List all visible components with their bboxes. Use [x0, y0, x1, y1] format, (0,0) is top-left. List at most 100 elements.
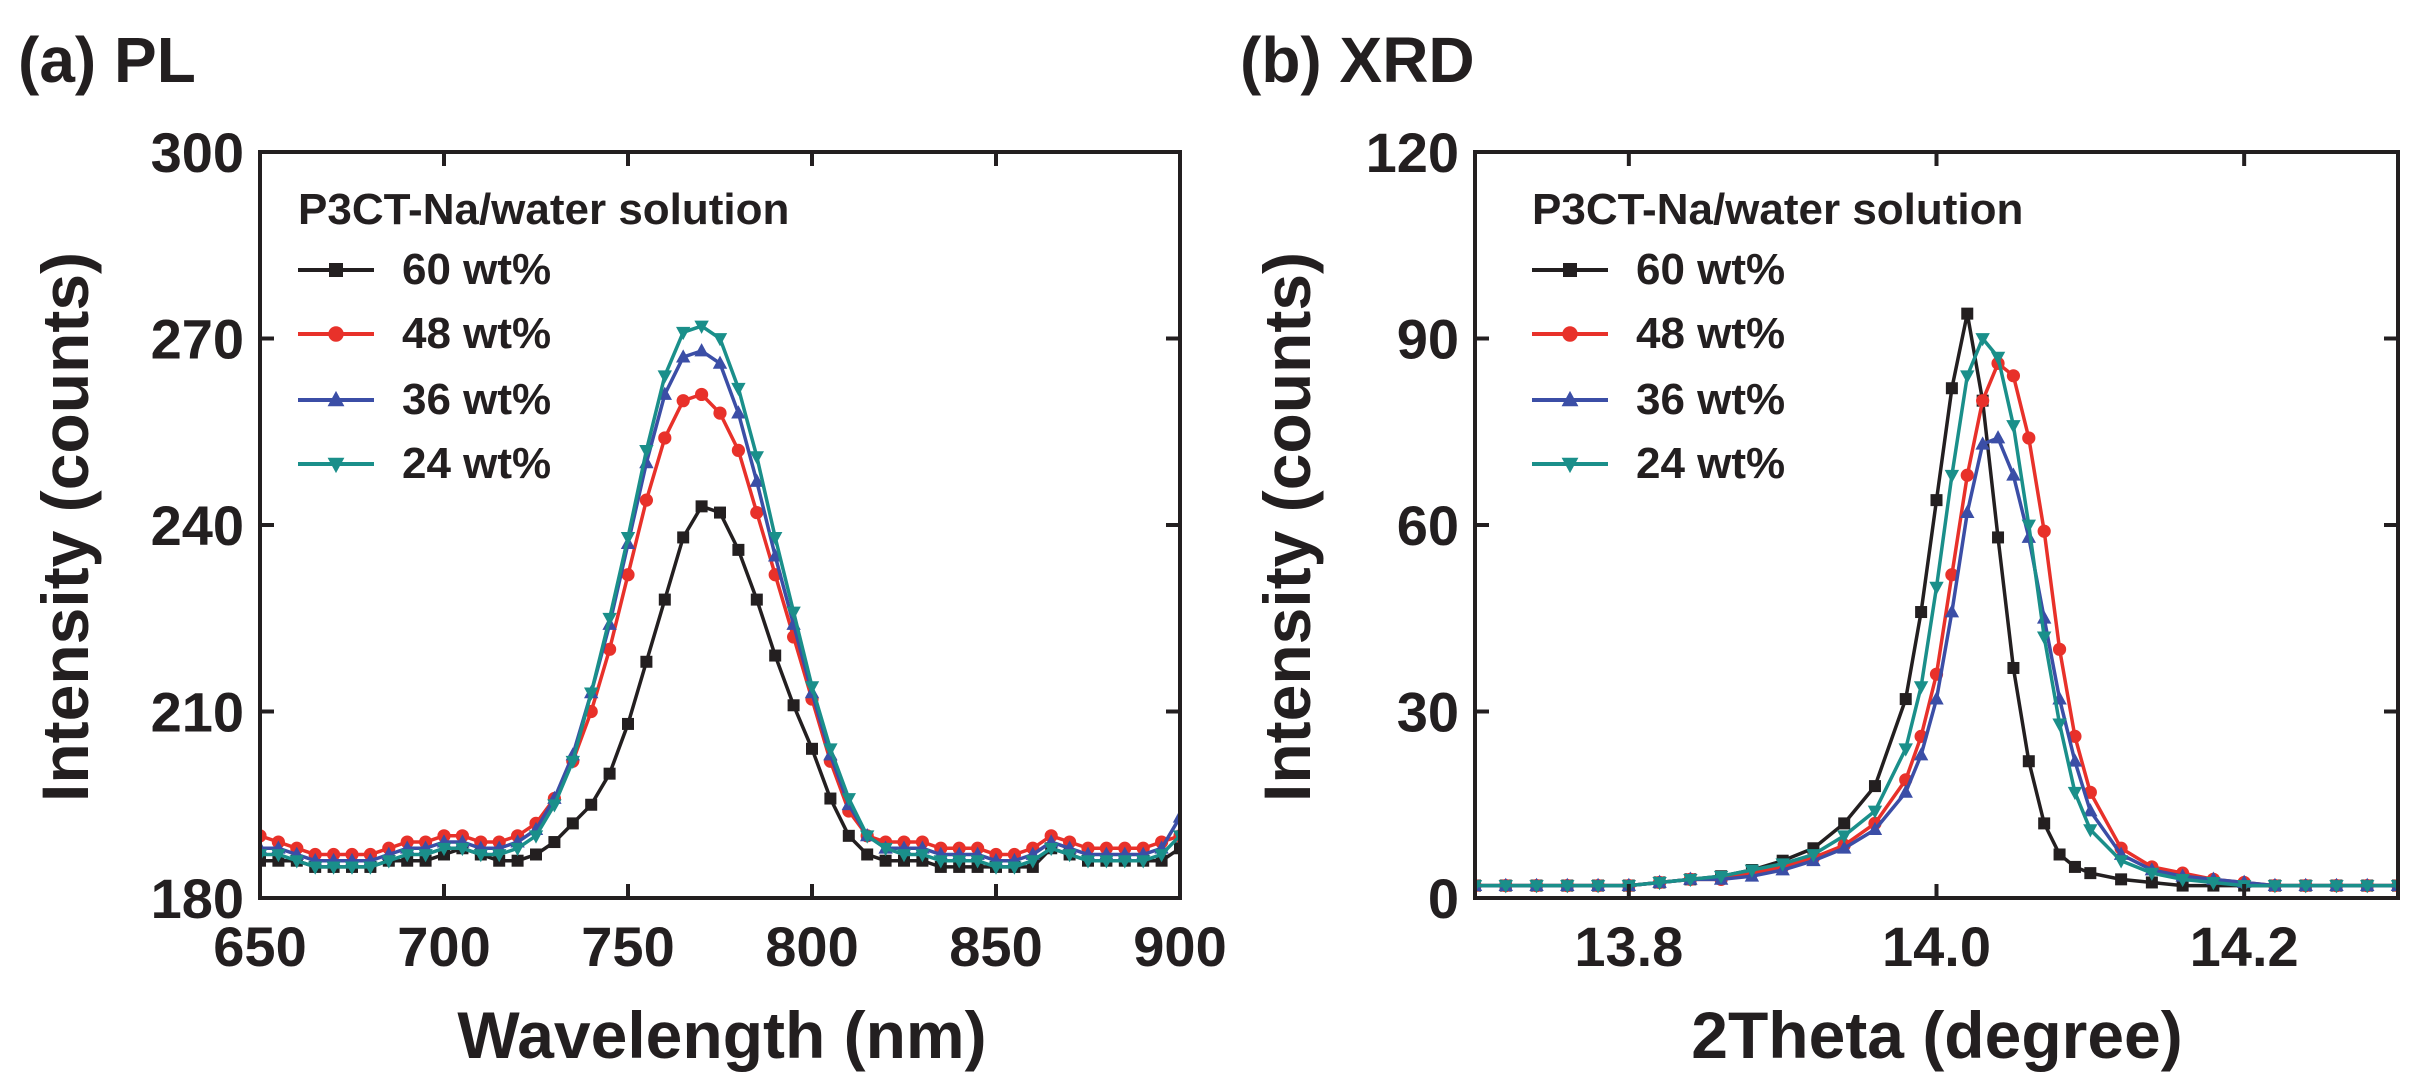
pl-data-point: [731, 443, 746, 457]
xrd-legend-marker: [1562, 326, 1578, 342]
xrd-data-point: [1992, 531, 2005, 544]
xrd-series-1: [1475, 307, 2398, 892]
pl-series-4: [260, 320, 1180, 875]
xrd-data-point: [1961, 307, 1974, 320]
pl-data-point: [622, 717, 634, 730]
xrd-data-point: [1744, 864, 1760, 878]
xrd-legend-marker: [1561, 390, 1579, 407]
pl-data-point: [511, 854, 524, 867]
pl-legend: P3CT-Na/water solution 60 wt% 48 wt% 36 wt…: [298, 185, 789, 488]
xrd-legend-label: 48 wt%: [1636, 309, 1785, 358]
pl-x-axis-title: Wavelength (nm): [457, 998, 986, 1072]
pl-legend-item: 24 wt%: [298, 439, 551, 488]
pl-data-point: [658, 593, 671, 606]
xrd-data-point: [2144, 867, 2160, 881]
pl-data-point: [786, 606, 801, 620]
xrd-data-point: [1867, 805, 1883, 819]
pl-legend-marker: [327, 390, 345, 407]
xrd-data-point: [1913, 681, 1929, 695]
pl-data-point: [584, 687, 599, 701]
pl-data-point: [841, 793, 856, 807]
pl-data-point: [381, 855, 396, 869]
pl-y-axis-title: Intensity (counts): [28, 252, 102, 802]
pl-data-point: [1154, 849, 1169, 863]
xrd-data-point: [2021, 519, 2036, 533]
xrd-series-line: [1475, 313, 2398, 888]
xrd-data-point: [1898, 743, 1913, 757]
pl-data-point: [915, 849, 930, 863]
xrd-legend-marker: [1563, 263, 1577, 277]
pl-data-point: [436, 842, 452, 857]
pl-data-point: [657, 370, 672, 384]
pl-data-point: [603, 642, 617, 656]
pl-series-3: [260, 343, 1180, 867]
xrd-data-point: [2115, 873, 2128, 886]
pl-data-point: [860, 830, 875, 844]
xrd-panel: (b) XRD 13.8 14.0 14.2 0 30 60 90 120 2Theta (d…: [1240, 24, 2400, 1072]
pl-data-point: [1174, 842, 1180, 855]
pl-data-point: [585, 798, 598, 811]
xrd-plot-area: [1473, 150, 2400, 900]
pl-data-point: [842, 829, 855, 842]
pl-data-point: [750, 505, 764, 520]
xrd-panel-label: (b) XRD: [1240, 24, 1475, 96]
xrd-data-point: [2006, 467, 2021, 481]
pl-data-point: [1062, 849, 1077, 863]
xrd-y-tick-label: 0: [1428, 867, 1459, 930]
pl-series-line: [260, 392, 1180, 857]
xrd-data-point: [1976, 394, 1990, 408]
pl-legend-item: 48 wt%: [298, 309, 551, 358]
pl-data-point: [804, 681, 820, 695]
xrd-data-point: [1960, 370, 1975, 384]
pl-plot-area: [258, 150, 1182, 900]
xrd-y-tick-label: 60: [1397, 494, 1459, 557]
pl-data-point: [1025, 855, 1040, 869]
pl-data-point: [308, 861, 323, 875]
xrd-x-tick-label: 14.2: [2190, 915, 2299, 978]
xrd-data-point: [2006, 369, 2021, 383]
xrd-data-point: [1837, 830, 1852, 844]
xrd-data-point: [2145, 876, 2158, 889]
pl-data-point: [731, 405, 746, 419]
xrd-data-point: [1930, 494, 1943, 507]
pl-series-line: [260, 348, 1180, 863]
pl-data-point: [1080, 855, 1096, 869]
xrd-legend-label: 60 wt%: [1636, 245, 1785, 294]
xrd-x-axis-title: 2Theta (degree): [1691, 998, 2182, 1072]
pl-legend-marker: [329, 263, 343, 277]
xrd-data-point: [1806, 849, 1821, 863]
xrd-legend-item: 24 wt%: [1532, 439, 1785, 488]
pl-data-point: [694, 320, 709, 334]
pl-panel-label: (a) PL: [18, 24, 196, 96]
xrd-legend-label: 36 wt%: [1636, 375, 1785, 424]
pl-data-point: [565, 755, 580, 770]
xrd-legend-title: P3CT-Na/water solution: [1532, 185, 2023, 234]
pl-data-point: [473, 849, 488, 863]
pl-x-tick-label: 900: [1133, 915, 1226, 978]
xrd-data-point: [2360, 880, 2375, 894]
xrd-x-tick-label: 13.8: [1574, 915, 1683, 978]
pl-legend-title: P3CT-Na/water solution: [298, 185, 789, 234]
pl-data-point: [806, 742, 818, 755]
xrd-series-line: [1475, 335, 2398, 888]
xrd-data-point: [2329, 880, 2344, 894]
pl-x-tick-label: 750: [581, 915, 674, 978]
pl-data-point: [676, 349, 691, 363]
pl-data-point: [547, 799, 562, 813]
xrd-data-point: [1945, 568, 1959, 582]
pl-legend-label: 60 wt%: [402, 245, 551, 294]
pl-data-point: [988, 861, 1004, 875]
pl-data-point: [878, 842, 893, 857]
xrd-data-point: [1868, 780, 1881, 793]
pl-x-tick-label: 650: [213, 915, 306, 978]
pl-data-point: [787, 699, 800, 712]
pl-data-point: [1099, 855, 1114, 869]
pl-x-tick-label: 850: [949, 915, 1042, 978]
pl-data-point: [640, 655, 653, 668]
pl-data-point: [676, 394, 690, 408]
pl-data-point: [548, 836, 561, 849]
pl-data-point: [621, 568, 635, 582]
pl-data-point: [510, 842, 525, 857]
xrd-data-point: [1929, 691, 1944, 705]
xrd-data-point: [1867, 821, 1883, 836]
